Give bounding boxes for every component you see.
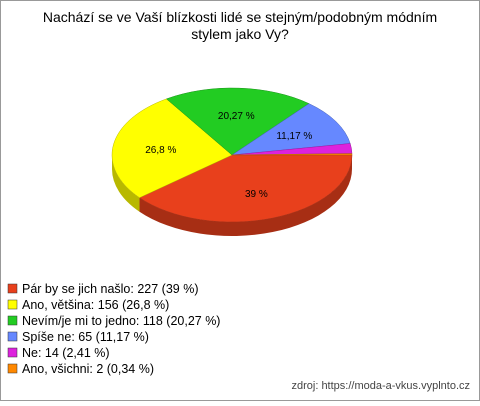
legend-label: Spíše ne: 65 (11,17 %)	[22, 330, 149, 344]
source: zdroj: https://moda-a-vkus.vyplnto.cz	[291, 380, 470, 392]
data-label: 20,27 %	[218, 111, 255, 122]
data-label: 26,8 %	[145, 145, 176, 156]
slice	[231, 103, 351, 156]
legend-label: Pár by se jich našlo: 227 (39 %)	[22, 282, 198, 296]
legend-swatch	[7, 347, 18, 358]
chart-title: Nachází se ve Vaší blízkosti lidé se ste…	[43, 9, 437, 42]
slice-side	[112, 155, 140, 212]
slice	[165, 87, 310, 156]
legend-label: Nevím/je mi to jedno: 118 (20,27 %)	[22, 314, 220, 328]
legend-label: Ano, všichni: 2 (0,34 %)	[22, 362, 154, 376]
data-label: 39 %	[245, 189, 268, 200]
slice-side	[139, 155, 352, 236]
legend-swatch	[7, 299, 18, 310]
legend-label: Ano, většina: 156 (26,8 %)	[22, 298, 169, 312]
legend-label: Ne: 14 (2,41 %)	[22, 346, 110, 360]
legend-swatch	[7, 331, 18, 342]
legend-swatch	[7, 315, 18, 326]
slice	[139, 154, 353, 223]
legend-swatch	[7, 283, 18, 294]
legend-swatch	[7, 363, 18, 374]
slice	[231, 153, 353, 156]
slice	[111, 98, 233, 198]
data-label: 11,17 %	[276, 131, 312, 142]
